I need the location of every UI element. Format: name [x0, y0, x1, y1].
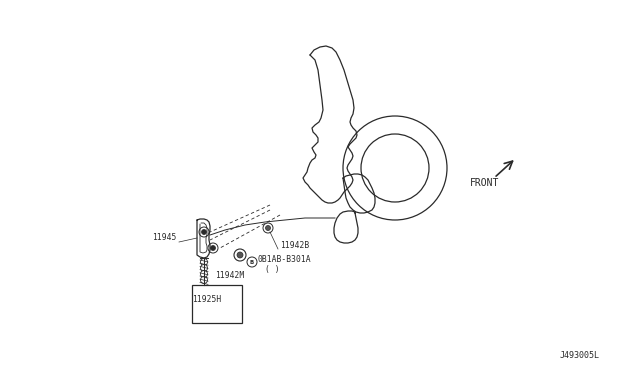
Text: B: B — [250, 260, 254, 266]
Circle shape — [234, 249, 246, 261]
Circle shape — [200, 270, 207, 278]
Circle shape — [200, 259, 207, 266]
Circle shape — [200, 276, 207, 283]
Circle shape — [208, 243, 218, 253]
Text: 11942M: 11942M — [215, 271, 244, 280]
Text: J493005L: J493005L — [560, 351, 600, 360]
Circle shape — [266, 225, 271, 231]
Text: 11942B: 11942B — [280, 241, 309, 250]
Text: 0B1AB-B301A: 0B1AB-B301A — [258, 255, 312, 264]
Circle shape — [200, 264, 207, 272]
Circle shape — [211, 246, 216, 250]
Circle shape — [237, 252, 243, 258]
Circle shape — [263, 223, 273, 233]
Text: 11925H: 11925H — [192, 295, 221, 304]
Bar — [192, 285, 242, 323]
Circle shape — [202, 230, 207, 234]
Text: 11945: 11945 — [152, 233, 177, 242]
Circle shape — [199, 227, 209, 237]
Text: FRONT: FRONT — [470, 178, 499, 188]
Text: ( ): ( ) — [265, 265, 280, 274]
